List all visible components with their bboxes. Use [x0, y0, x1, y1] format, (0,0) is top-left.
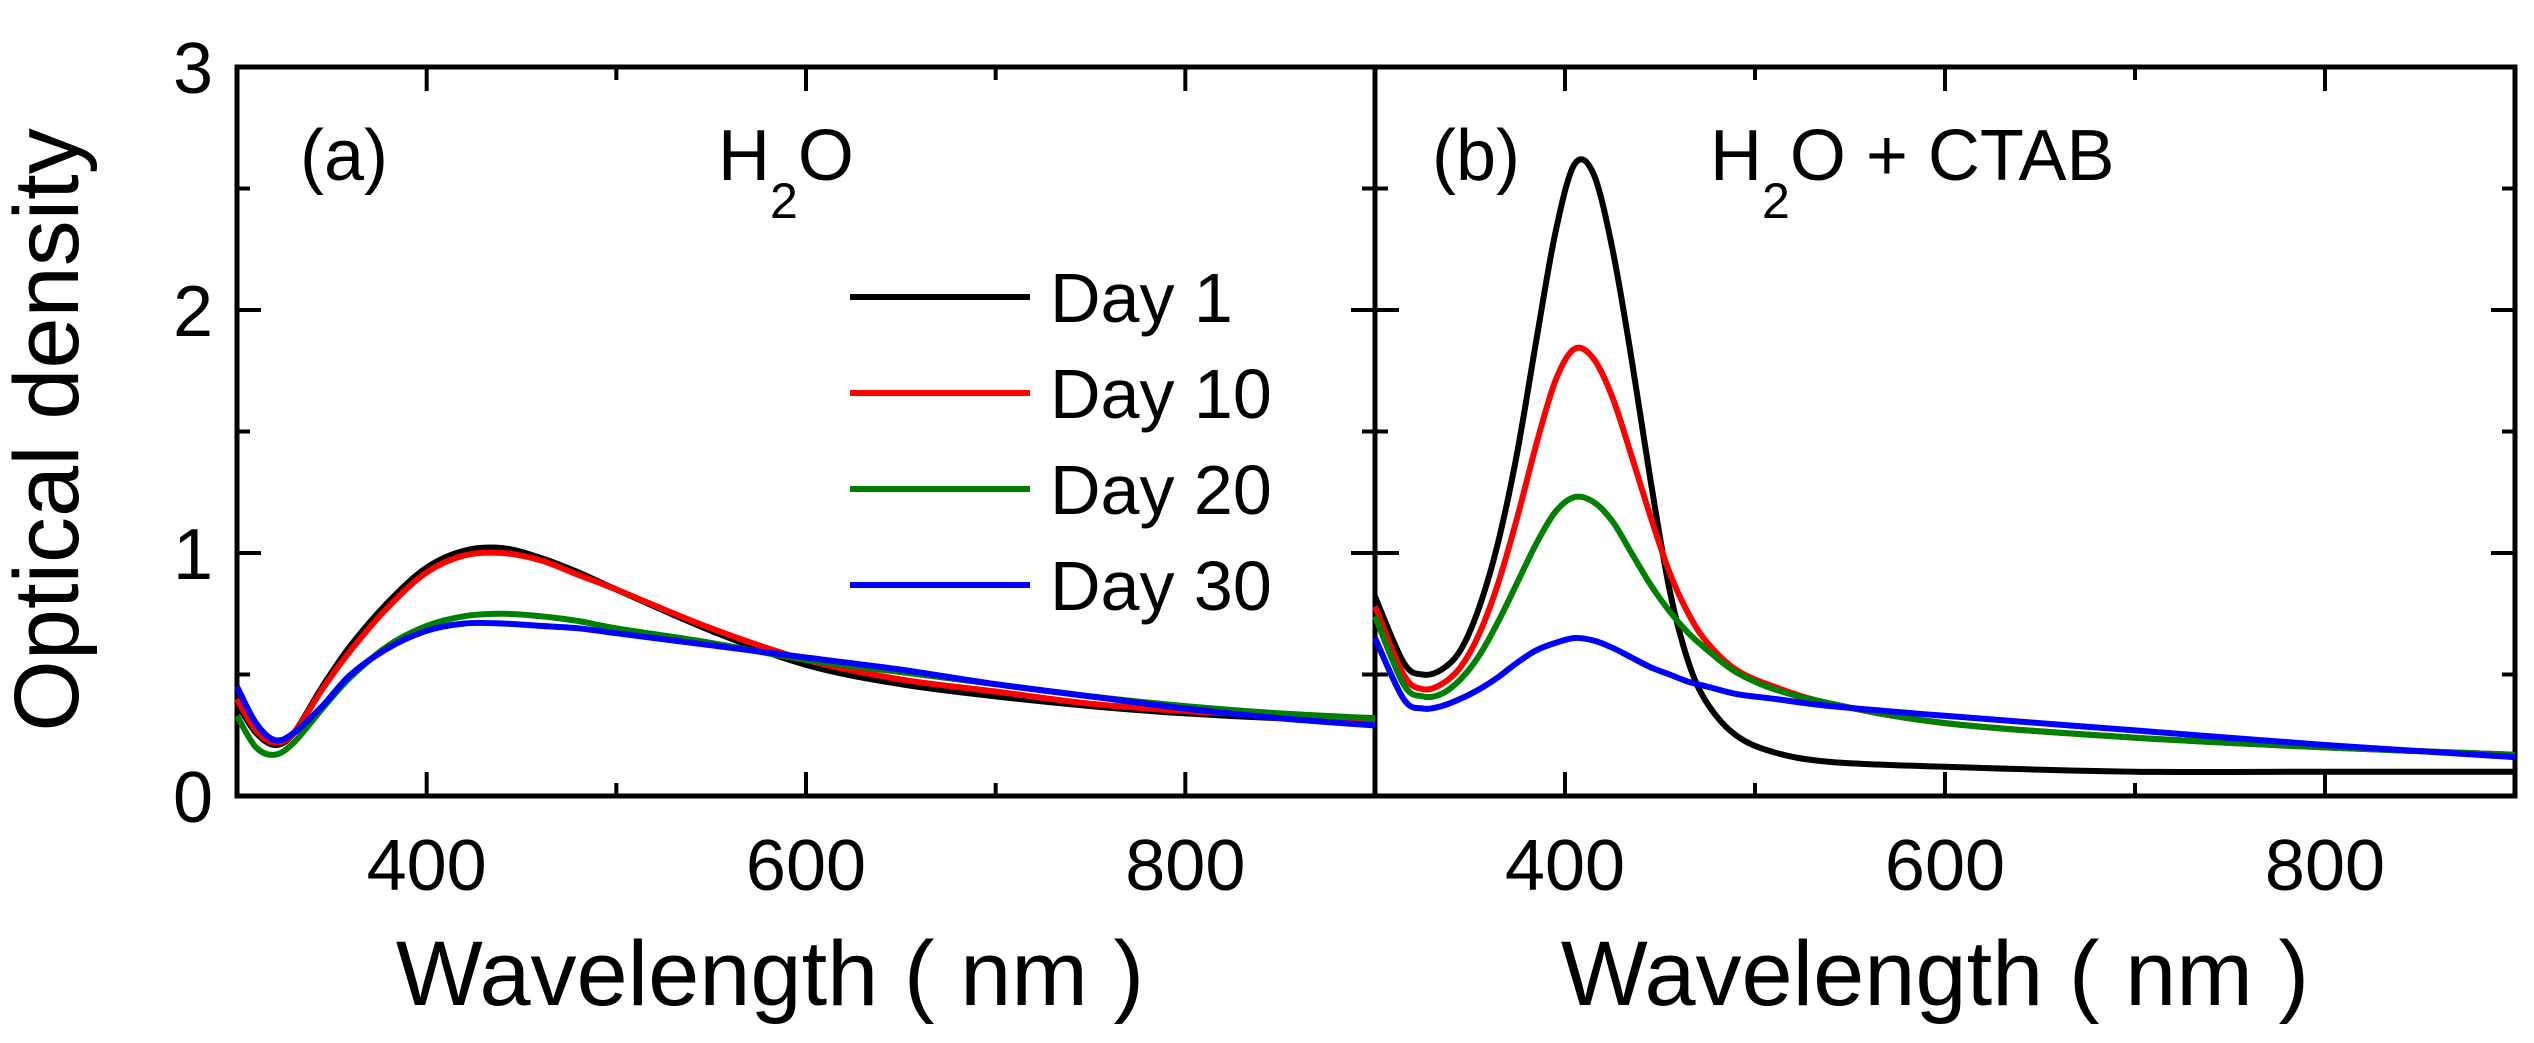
panel-a-title-part1: H [718, 116, 770, 196]
panel-a-label: (a) [300, 116, 388, 196]
axis-ticks [237, 65, 2515, 798]
x-tick-label-panel-b: 600 [1885, 826, 2005, 906]
series-line-panel-b-day-30 [1372, 634, 2516, 761]
panel-a-title-part2: O [798, 116, 854, 196]
panel-a-curves [234, 544, 1376, 758]
y-tick-label: 2 [173, 272, 213, 352]
panel-a-title-sub: 2 [770, 173, 798, 229]
x-tick-label-panel-a: 800 [1125, 826, 1245, 906]
series-line-panel-b-day-1 [1372, 156, 2515, 776]
x-tick-label-panel-b: 800 [2265, 826, 2385, 906]
x-tick-label-panel-a: 400 [367, 826, 487, 906]
series-line-panel-b-day-10 [1372, 344, 2516, 758]
x-tick-label-panel-b: 400 [1505, 826, 1625, 906]
y-tick-label: 3 [173, 29, 213, 109]
y-axis-title: Optical density [0, 128, 98, 731]
legend-label-day-10: Day 10 [1050, 355, 1272, 433]
legend-label-day-20: Day 20 [1050, 451, 1272, 529]
panel-b-title-part2: O + CTAB [1790, 116, 2115, 196]
panel-b-title-part1: H [1710, 116, 1762, 196]
panel-b-title-sub: 2 [1762, 173, 1790, 229]
legend-label-day-1: Day 1 [1050, 259, 1233, 337]
legend: Day 1 Day 10 Day 20 Day 30 [850, 259, 1272, 625]
y-tick-label: 1 [173, 515, 213, 595]
panel-b-title: H2O + CTAB [1710, 116, 2115, 229]
series-line-panel-a-day-10 [234, 549, 1376, 746]
series-line-panel-a-day-30 [234, 619, 1376, 744]
series-line-panel-b-day-20 [1372, 493, 2516, 758]
panel-b-curves [1372, 156, 2516, 776]
tick-labels: 0 1 2 3 400 600 800 400 600 800 [173, 29, 2385, 906]
panel-a-title: H2O [718, 116, 854, 229]
x-axis-title-b: Wavelength ( nm ) [1561, 923, 2309, 1025]
y-tick-label: 0 [173, 758, 213, 838]
legend-label-day-30: Day 30 [1050, 547, 1272, 625]
x-axis-title-a: Wavelength ( nm ) [396, 923, 1144, 1025]
panel-b-label: (b) [1432, 116, 1520, 196]
x-tick-label-panel-a: 600 [746, 826, 866, 906]
